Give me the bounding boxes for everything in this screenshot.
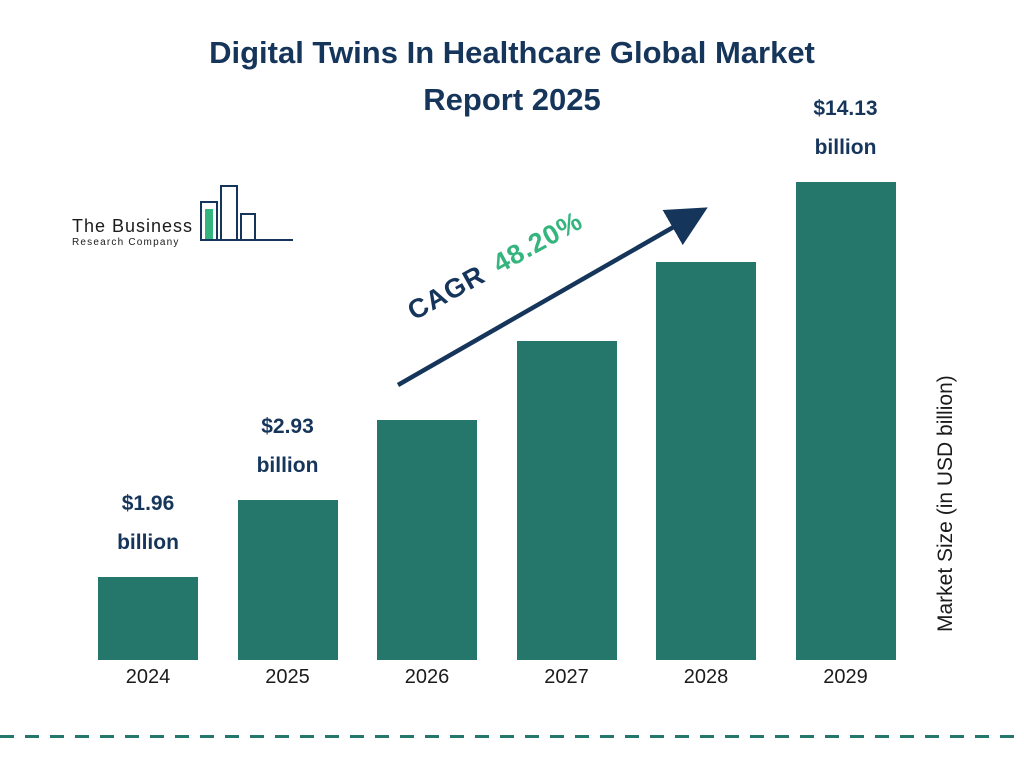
y-axis-label: Market Size (in USD billion) bbox=[934, 375, 957, 633]
value-label-2024: $1.96 billion bbox=[117, 492, 179, 555]
page-title: Digital Twins In Healthcare Global Marke… bbox=[0, 30, 1024, 123]
company-logo-subtitle: Research Company bbox=[72, 237, 180, 248]
bottom-dashed-divider bbox=[0, 735, 1024, 738]
x-tick-2024: 2024 bbox=[125, 666, 171, 688]
bar-2029 bbox=[795, 182, 896, 660]
trend-arrow bbox=[396, 207, 708, 387]
bar-2028 bbox=[656, 262, 756, 660]
bar-2027 bbox=[516, 341, 617, 660]
x-tick-2027: 2027 bbox=[544, 666, 589, 688]
x-tick-2028: 2028 bbox=[683, 666, 729, 688]
logo-bars-icon bbox=[200, 185, 294, 241]
x-tick-2025: 2025 bbox=[265, 666, 310, 688]
page-title-line1: Digital Twins In Healthcare Global Marke… bbox=[209, 35, 815, 70]
value-label-2025: $2.93 billion bbox=[256, 415, 319, 478]
company-logo: The Business Research Company bbox=[72, 182, 295, 248]
company-logo-name: The Business bbox=[72, 216, 194, 236]
bar-2025 bbox=[237, 500, 338, 660]
company-logo-text: The Business Research Company bbox=[72, 216, 193, 248]
x-tick-2026: 2026 bbox=[404, 666, 450, 688]
bar-2024 bbox=[98, 577, 198, 660]
x-tick-2029: 2029 bbox=[823, 666, 868, 688]
page-title-line2: Report 2025 bbox=[423, 81, 601, 117]
bar-2026 bbox=[377, 420, 477, 660]
value-label-2029: $14.13 billion bbox=[813, 97, 878, 160]
